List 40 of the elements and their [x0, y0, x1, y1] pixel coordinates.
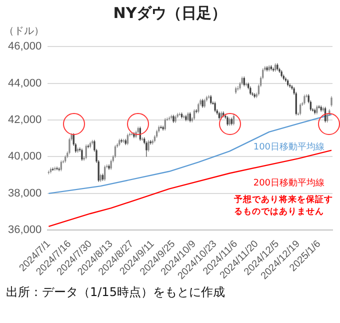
- candlestick: [316, 104, 318, 115]
- candlestick: [299, 102, 302, 116]
- y-tick-label: 36,000: [8, 224, 42, 236]
- candlestick: [214, 101, 216, 112]
- text: 出所：データ（1/15時点）をもとに作成: [6, 284, 226, 300]
- annotation: 予想であり将来を保証するものではありません: [234, 194, 334, 218]
- candlestick: [108, 164, 110, 170]
- candlestick: [232, 114, 235, 126]
- candlestick: [243, 76, 245, 87]
- candlestick: [85, 144, 87, 160]
- candlestick: [122, 138, 124, 144]
- candlestick: [254, 92, 256, 98]
- candlestick: [204, 98, 206, 108]
- candlestick: [114, 144, 116, 158]
- candlestick: [330, 96, 332, 108]
- candlestick: [148, 140, 150, 152]
- candlestick: [81, 148, 83, 162]
- candlestick: [193, 108, 196, 120]
- candlestick: [187, 112, 189, 122]
- chart-title: NYダウ（日足）: [112, 4, 228, 23]
- candlestick: [278, 67, 280, 74]
- candlestick: [160, 125, 162, 129]
- candlestick: [120, 138, 122, 144]
- y-tick-label: 46,000: [8, 40, 42, 53]
- candlestick: [198, 102, 200, 114]
- series-label: 100日移動平均線: [253, 142, 325, 153]
- y-tick-label: 44,000: [8, 77, 42, 90]
- candlestick: [266, 66, 268, 72]
- candlestick: [304, 94, 306, 106]
- candlestick: [226, 116, 228, 126]
- candlestick: [162, 125, 164, 131]
- candlestick: [110, 159, 112, 170]
- candlestick: [189, 112, 191, 123]
- y-tick-label: 38,000: [8, 187, 42, 200]
- y-tick-label: 42,000: [8, 114, 42, 126]
- candlestick: [146, 141, 148, 158]
- y-axis-title: （ドル）: [4, 25, 44, 38]
- series-label: 200日移動平均線: [253, 177, 325, 188]
- y-tick-label: 40,000: [8, 150, 42, 163]
- candlestick: [210, 94, 212, 105]
